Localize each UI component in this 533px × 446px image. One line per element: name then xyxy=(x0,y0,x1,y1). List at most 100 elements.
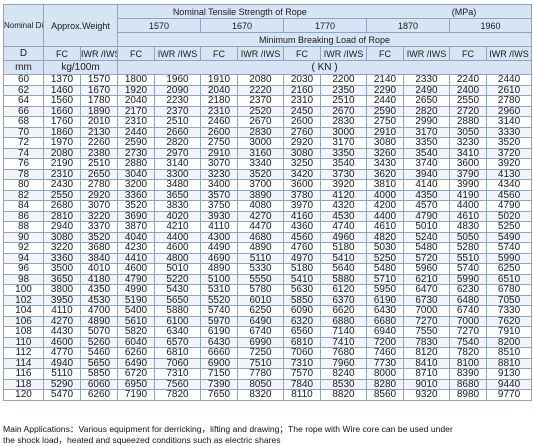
header-row-min-breaking: Minimum Breaking Load of Rope xyxy=(4,32,533,47)
breaking-load-cell: 2920 xyxy=(283,137,321,149)
breaking-load-cell: 7200 xyxy=(366,336,404,348)
breaking-load-cell: 8560 xyxy=(366,389,404,401)
breaking-load-cell: 4610 xyxy=(449,210,487,222)
breaking-load-cell: 8200 xyxy=(485,336,533,348)
breaking-load-cell: 3420 xyxy=(283,168,321,180)
breaking-load-cell: 2440 xyxy=(366,95,404,107)
diameter-cell: 94 xyxy=(3,252,44,264)
breaking-load-cell: 4830 xyxy=(449,221,487,233)
fc-header: FC xyxy=(283,46,321,61)
header-row-units: mm kg/100m ( KN ) xyxy=(3,60,533,75)
breaking-load-cell: 2750 xyxy=(200,137,238,149)
breaking-load-cell: 3430 xyxy=(366,158,404,170)
breaking-load-cell: 4300 xyxy=(200,231,238,243)
breaking-load-cell: 3520 xyxy=(117,200,155,212)
breaking-load-cell: 2650 xyxy=(403,95,450,107)
breaking-load-cell: 7410 xyxy=(320,336,367,348)
breaking-load-cell: 3330 xyxy=(485,126,533,138)
breaking-load-cell: 7460 xyxy=(366,347,404,359)
table-row: 74 2080 2380 2730 2970 2910 3160 3080 3350 3260 35… xyxy=(3,147,533,159)
breaking-load-cell: 5510 xyxy=(449,252,487,264)
breaking-load-cell: 6810 xyxy=(283,336,321,348)
breaking-load-cell: 2520 xyxy=(237,105,284,117)
weight-cell: 4890 xyxy=(80,315,118,327)
weight-cell: 2380 xyxy=(80,147,118,159)
breaking-load-cell: 8050 xyxy=(237,378,284,390)
weight-cell: 4010 xyxy=(80,263,118,275)
breaking-load-cell: 8110 xyxy=(283,389,321,401)
weight-cell: 2780 xyxy=(80,179,118,191)
weight-cell: 6260 xyxy=(80,389,118,401)
nominal-diameter-header: Nominal Diameter xyxy=(3,4,44,47)
table-row: 62 1460 1670 1920 2090 2040 2220 2160 2350 2290 24… xyxy=(3,84,533,96)
diameter-cell: 108 xyxy=(3,326,44,338)
breaking-load-cell: 7250 xyxy=(237,347,284,359)
weight-cell: 3650 xyxy=(43,273,81,285)
table-row: 120 5470 6260 7190 7820 7650 8320 8110 8820 8560 9… xyxy=(3,389,533,401)
breaking-load-cell: 5630 xyxy=(283,284,321,296)
breaking-load-cell: 5780 xyxy=(237,284,284,296)
breaking-load-cell: 8810 xyxy=(485,357,533,369)
table-row: 70 1860 2130 2440 2660 2600 2830 2760 3000 2910 31… xyxy=(3,126,533,138)
breaking-load-cell: 6490 xyxy=(117,357,155,369)
breaking-load-cell: 5650 xyxy=(154,294,201,306)
breaking-load-cell: 4890 xyxy=(237,242,284,254)
breaking-load-cell: 5710 xyxy=(366,273,404,285)
breaking-load-cell: 3920 xyxy=(485,158,533,170)
breaking-load-cell: 4040 xyxy=(117,231,155,243)
breaking-load-cell: 4560 xyxy=(485,189,533,201)
weight-cell: 1460 xyxy=(43,84,81,96)
weight-cell: 5850 xyxy=(80,368,118,380)
breaking-load-cell: 4790 xyxy=(117,273,155,285)
weight-cell: 3680 xyxy=(80,242,118,254)
weight-cell: 3520 xyxy=(80,231,118,243)
breaking-load-cell: 6880 xyxy=(320,315,367,327)
breaking-load-cell: 6720 xyxy=(117,368,155,380)
breaking-load-cell: 5610 xyxy=(117,315,155,327)
diameter-cell: 86 xyxy=(3,210,44,222)
weight-cell: 2310 xyxy=(43,168,81,180)
breaking-load-cell: 6570 xyxy=(154,336,201,348)
diameter-cell: 120 xyxy=(3,389,44,401)
diameter-cell: 64 xyxy=(3,95,44,107)
table-row: 98 3650 4180 4790 5220 5100 5550 5410 5880 5710 62… xyxy=(3,273,533,285)
breaking-load-cell: 5100 xyxy=(200,273,238,285)
breaking-load-cell: 4600 xyxy=(117,263,155,275)
breaking-load-cell: 5720 xyxy=(403,252,450,264)
wire-rope-spec-table: Nominal Diameter Approx.Weight Nominal T… xyxy=(3,4,533,401)
breaking-load-cell: 3930 xyxy=(200,210,238,222)
breaking-load-cell: 8240 xyxy=(320,368,367,380)
weight-cell: 4600 xyxy=(43,336,81,348)
weight-cell: 2430 xyxy=(43,179,81,191)
table-row: 118 5290 6060 6950 7560 7390 8050 7840 8530 8280 9… xyxy=(3,378,533,390)
breaking-load-cell: 6620 xyxy=(320,305,367,317)
breaking-load-cell: 4340 xyxy=(485,179,533,191)
breaking-load-cell: 7780 xyxy=(237,368,284,380)
weight-cell: 3370 xyxy=(80,221,118,233)
diameter-cell: 84 xyxy=(3,200,44,212)
breaking-load-cell: 5330 xyxy=(237,263,284,275)
breaking-load-cell: 6560 xyxy=(283,326,321,338)
breaking-load-cell: 3740 xyxy=(403,158,450,170)
breaking-load-cell: 2400 xyxy=(449,84,487,96)
breaking-load-cell: 2510 xyxy=(320,95,367,107)
diameter-cell: 102 xyxy=(3,294,44,306)
fc-header: FC xyxy=(117,46,155,61)
weight-cell: 2080 xyxy=(43,147,81,159)
weight-cell: 4530 xyxy=(80,294,118,306)
weight-cell: 5470 xyxy=(43,389,81,401)
weight-cell: 2650 xyxy=(80,168,118,180)
breaking-load-cell: 8120 xyxy=(403,347,450,359)
breaking-load-cell: 6260 xyxy=(117,347,155,359)
breaking-load-cell: 8530 xyxy=(320,378,367,390)
diameter-cell: 70 xyxy=(3,126,44,138)
weight-cell: 3800 xyxy=(43,284,81,296)
breaking-load-cell: 2990 xyxy=(403,116,450,128)
grade-header: 1770 xyxy=(283,18,367,33)
fc-header: FC xyxy=(43,46,81,61)
breaking-load-cell: 3140 xyxy=(485,116,533,128)
breaking-load-cell: 3410 xyxy=(449,147,487,159)
breaking-load-cell: 2910 xyxy=(366,126,404,138)
diameter-cell: 116 xyxy=(3,368,44,380)
diameter-cell: 112 xyxy=(3,347,44,359)
